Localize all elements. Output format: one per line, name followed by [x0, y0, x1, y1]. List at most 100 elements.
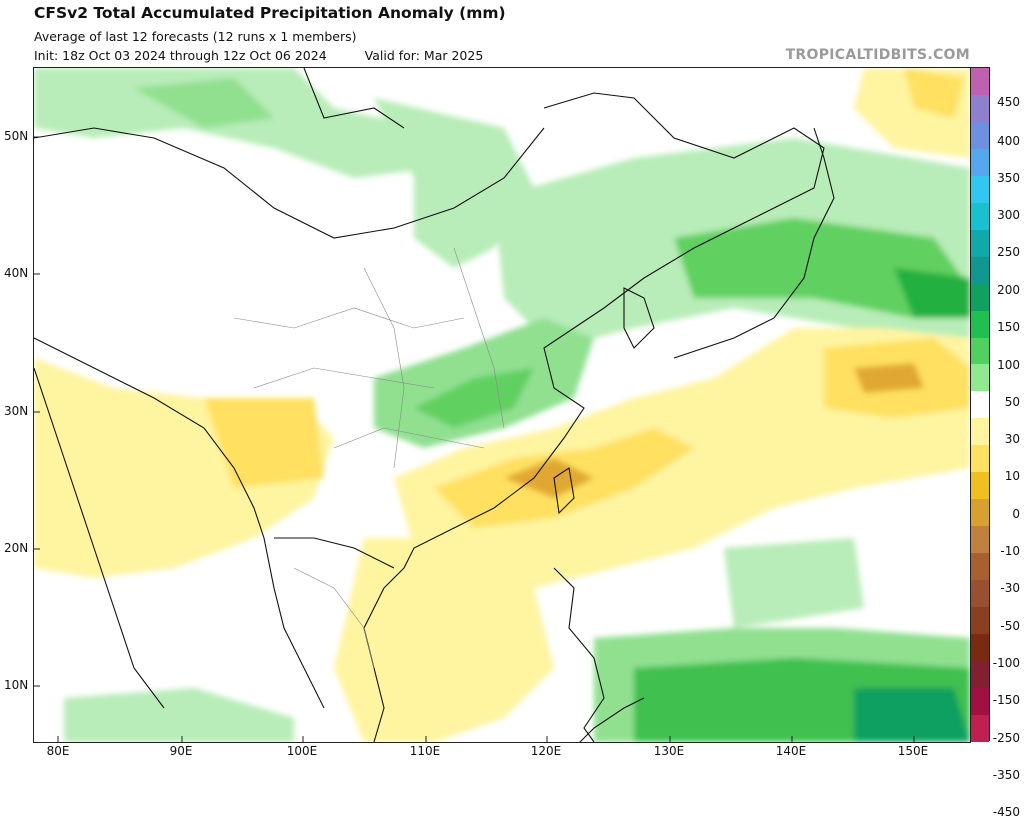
colorbar-label: -50 [1000, 619, 1020, 633]
colorbar-segment [971, 337, 989, 365]
mongolia-border [34, 127, 545, 239]
anomaly-field [34, 68, 970, 742]
colorbar-label: 400 [997, 134, 1020, 148]
colorbar-label: 50 [1004, 395, 1020, 409]
colorbar-segment [971, 526, 989, 554]
map-svg [34, 68, 970, 742]
province-line-1 [233, 307, 465, 329]
colorbar-segment [971, 714, 989, 742]
dry-area-scs [334, 538, 554, 742]
colorbar-segment [971, 499, 989, 527]
colorbar-label: 200 [997, 283, 1020, 297]
colorbar [970, 67, 990, 742]
wet-area-japan-core [674, 218, 970, 318]
colorbar-label: -150 [992, 693, 1020, 707]
japan-outline [673, 127, 835, 359]
lon-label-90e: 90E [169, 744, 193, 758]
colorbar-label: -250 [992, 731, 1020, 745]
wet-area-mongolia [374, 98, 534, 268]
china-coastline [363, 92, 825, 742]
wet-area-tropics-peak [854, 688, 970, 742]
lon-label-120e: 120E [530, 744, 562, 758]
dry-area-taiwan-peak [504, 458, 594, 498]
colorbar-label: 100 [997, 358, 1020, 372]
colorbar-segment [971, 445, 989, 473]
wet-area-bay [64, 688, 294, 742]
philippines-outline [553, 567, 605, 742]
colorbar-segment [971, 94, 989, 122]
colorbar-segment [971, 68, 989, 95]
colorbar-segment [971, 580, 989, 608]
colorbar-segment [971, 634, 989, 661]
himalaya-border [34, 337, 325, 709]
colorbar-segment [971, 364, 989, 392]
colorbar-segment [971, 283, 989, 311]
valid-text: Valid for: Mar 2025 [364, 48, 484, 63]
colorbar-label: -100 [992, 656, 1020, 670]
colorbar-segment [971, 418, 989, 446]
province-line-3 [333, 427, 485, 449]
colorbar-label: 150 [997, 320, 1020, 334]
colorbar-segment [971, 175, 989, 203]
borneo-outline [579, 697, 645, 742]
colorbar-segment [971, 256, 989, 284]
grid-ticks [34, 136, 915, 742]
russia-border [303, 68, 405, 129]
colorbar-label: 300 [997, 208, 1020, 222]
colorbar-segment [971, 607, 989, 635]
dry-area-pacific-peak [854, 363, 924, 393]
india-coast [34, 367, 165, 709]
lat-label-40n: 40N [4, 266, 29, 280]
province-line-2 [253, 367, 435, 389]
colorbar-label: -450 [992, 805, 1020, 819]
province-line-4 [363, 267, 405, 469]
colorbar-label: 0 [1012, 507, 1020, 521]
colorbar-segment [971, 202, 989, 230]
lon-label-80e: 80E [46, 744, 70, 758]
lon-label-100e: 100E [286, 744, 318, 758]
precipitation-map [33, 67, 971, 743]
init-text: Init: 18z Oct 03 2024 through 12z Oct 06… [34, 48, 327, 63]
colorbar-segment [971, 121, 989, 149]
indochina-border [274, 537, 395, 569]
lat-label-30n: 30N [4, 404, 29, 418]
lat-label-50n: 50N [4, 129, 29, 143]
colorbar-label: 10 [1004, 469, 1020, 483]
lat-label-20n: 20N [4, 541, 29, 555]
wet-area-north-core [134, 78, 274, 128]
colorbar-label: -30 [1000, 581, 1020, 595]
colorbar-label: 350 [997, 171, 1020, 185]
wet-area-japan-peak [894, 268, 970, 318]
chart-subtitle: Average of last 12 forecasts (12 runs x … [34, 29, 357, 44]
colorbar-label: -10 [1000, 544, 1020, 558]
colorbar-label: 250 [997, 245, 1020, 259]
lon-label-130e: 130E [653, 744, 685, 758]
init-valid-line: Init: 18z Oct 03 2024 through 12z Oct 06… [34, 48, 483, 63]
lat-label-10n: 10N [4, 678, 29, 692]
colorbar-segment [971, 660, 989, 688]
chart-title: CFSv2 Total Accumulated Precipitation An… [34, 4, 506, 22]
coastlines [34, 68, 835, 742]
lon-label-140e: 140E [775, 744, 807, 758]
province-borders [233, 247, 505, 669]
colorbar-segment [971, 553, 989, 581]
lon-label-110e: 110E [409, 744, 441, 758]
wet-area-east-china-core [414, 368, 534, 428]
dry-area-northeast-core [904, 68, 964, 118]
taiwan-outline [553, 467, 575, 515]
colorbar-segment [971, 229, 989, 257]
colorbar-segment [971, 687, 989, 715]
colorbar-segment [971, 310, 989, 338]
province-line-5 [453, 247, 505, 429]
colorbar-label: 30 [1004, 432, 1020, 446]
wet-area-philippine-sea [724, 538, 864, 628]
colorbar-segment [971, 391, 989, 419]
province-line-6 [293, 567, 375, 669]
brand-label: TROPICALTIDBITS.COM [785, 47, 970, 63]
lon-label-150e: 150E [897, 744, 929, 758]
colorbar-segment [971, 472, 989, 500]
dry-area-tibet-core [204, 398, 324, 488]
colorbar-label: -350 [992, 768, 1020, 782]
korea-outline [623, 287, 655, 349]
colorbar-segment [971, 148, 989, 176]
